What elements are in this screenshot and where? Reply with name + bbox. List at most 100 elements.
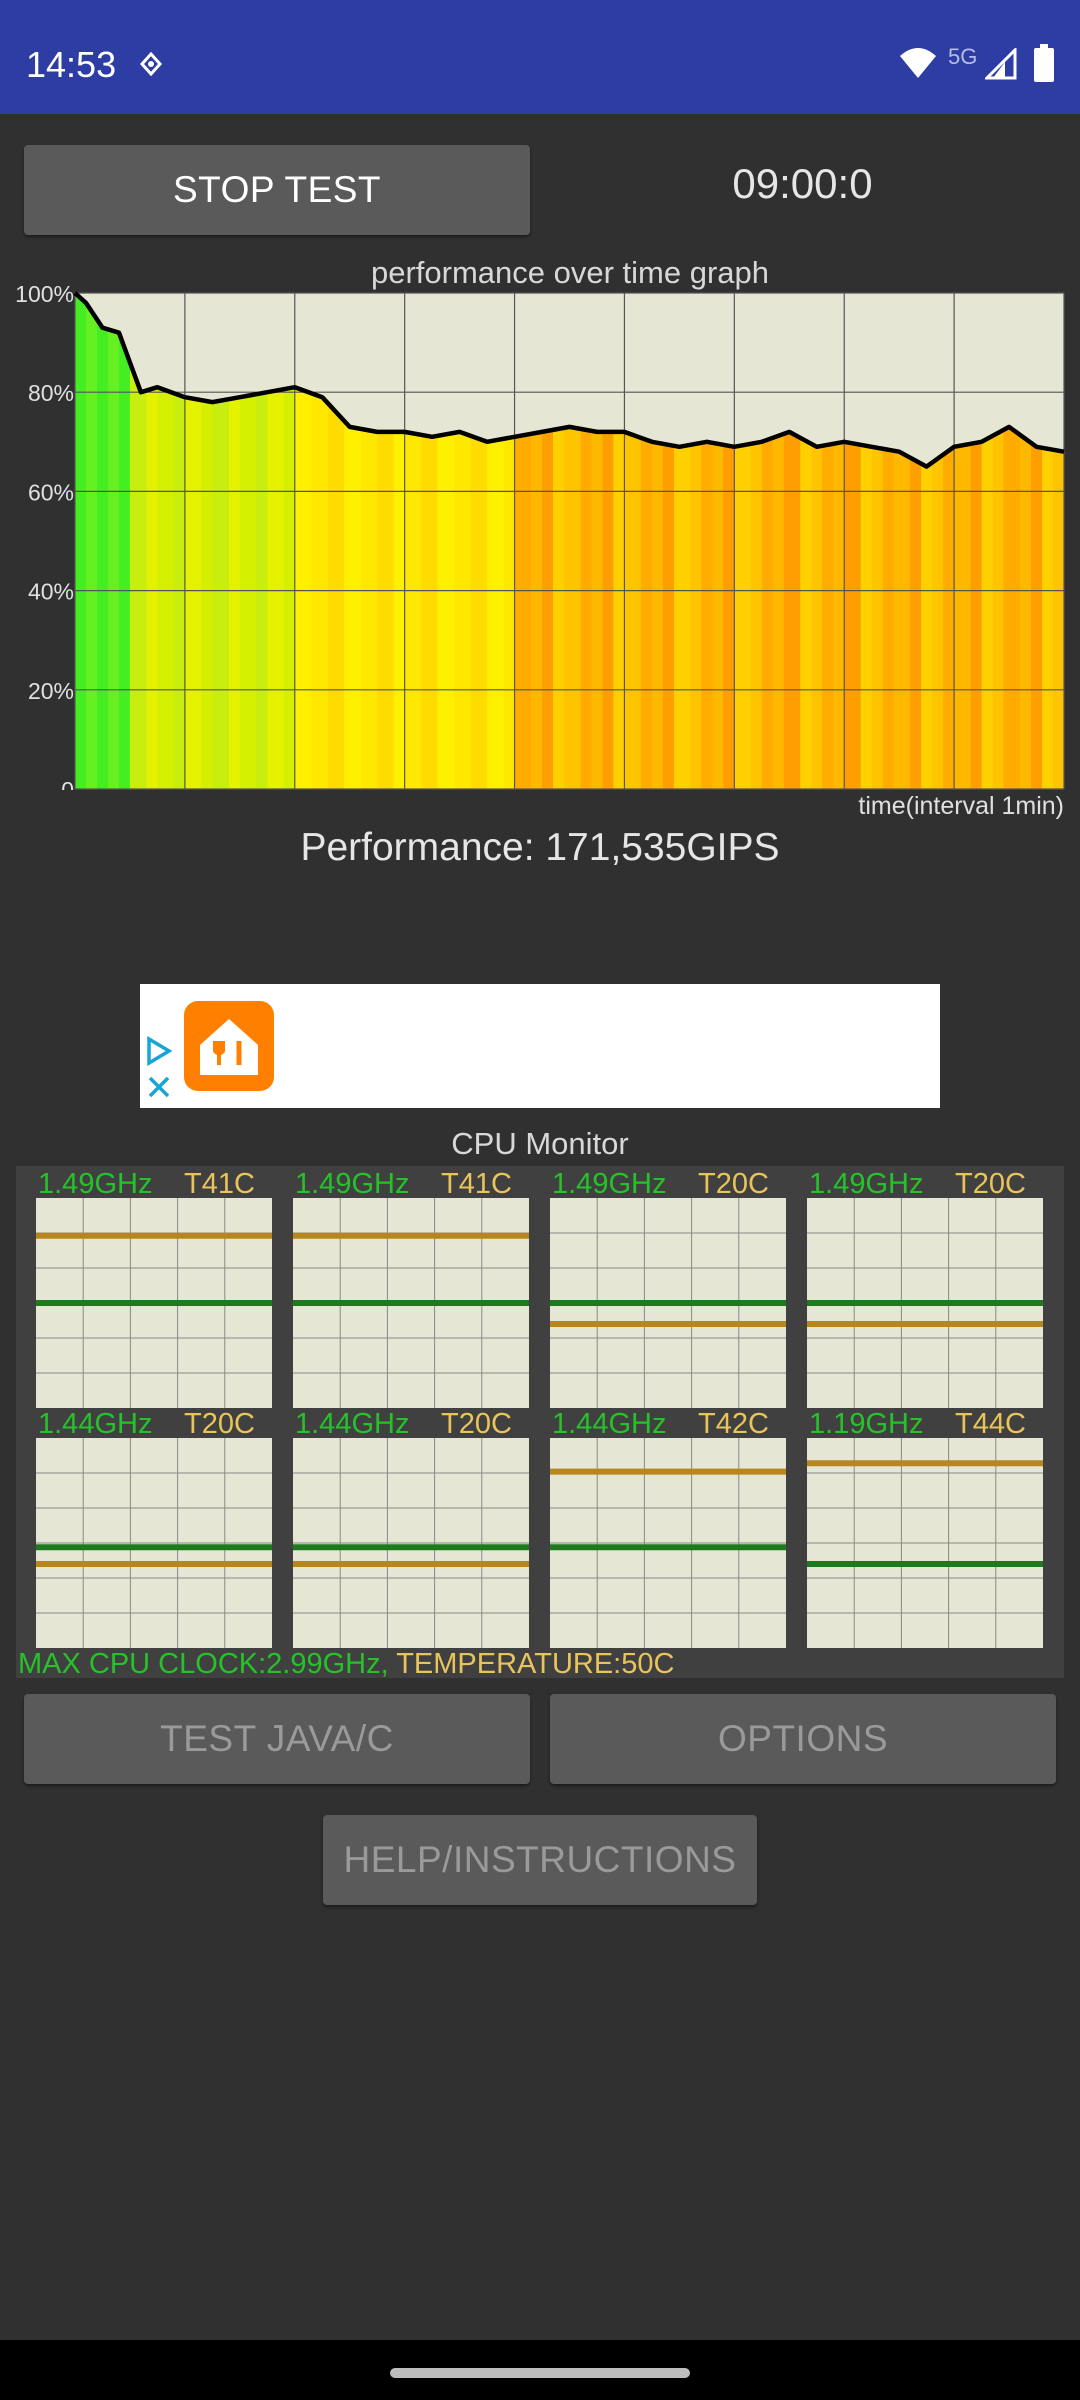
perf-area-stripe bbox=[800, 293, 807, 789]
perf-area-stripe bbox=[970, 293, 978, 789]
perf-area-stripe bbox=[476, 293, 483, 789]
adchoices-icon[interactable] bbox=[146, 1036, 172, 1066]
perf-area-stripe bbox=[388, 293, 395, 789]
perf-area-stripe bbox=[487, 293, 494, 789]
perf-area-stripe bbox=[569, 293, 576, 789]
perf-area-stripe bbox=[454, 293, 461, 789]
cpu-core-temperature: T20C bbox=[698, 1168, 769, 1200]
takeaway-logo-icon[interactable] bbox=[184, 1001, 274, 1091]
perf-area-stripe bbox=[805, 293, 813, 789]
perf-area-stripe bbox=[421, 293, 428, 789]
perf-area-stripe bbox=[338, 293, 346, 789]
perf-area-stripe bbox=[151, 293, 159, 789]
perf-area-stripe bbox=[289, 293, 296, 789]
perf-area-stripe bbox=[1025, 293, 1033, 789]
perf-area-stripe bbox=[899, 293, 906, 789]
test-java-c-button[interactable]: TEST JAVA/C bbox=[24, 1694, 530, 1784]
perf-area-stripe bbox=[1014, 293, 1022, 789]
perf-area-stripe bbox=[179, 293, 186, 789]
perf-area-stripe bbox=[410, 293, 417, 789]
cpu-core-graph bbox=[807, 1198, 1043, 1408]
perf-area-stripe bbox=[173, 293, 181, 789]
perf-area-stripe bbox=[926, 293, 934, 789]
perf-area-stripe bbox=[542, 293, 549, 789]
time-axis-label: time(interval 1min) bbox=[858, 792, 1064, 820]
graph-ytick-label: 40% bbox=[28, 579, 74, 605]
perf-area-stripe bbox=[531, 293, 538, 789]
perf-area-stripe bbox=[723, 293, 730, 789]
cpu-core-graph bbox=[293, 1438, 529, 1648]
perf-area-stripe bbox=[761, 293, 769, 789]
ad-banner[interactable] bbox=[140, 984, 940, 1108]
cpu-monitor-title: CPU Monitor bbox=[451, 1126, 629, 1161]
perf-area-stripe bbox=[998, 293, 1005, 789]
graph-ytick-label: 20% bbox=[28, 678, 74, 704]
perf-area-stripe bbox=[624, 293, 631, 789]
home-gesture-bar[interactable] bbox=[390, 2368, 690, 2378]
battery-icon bbox=[1034, 44, 1054, 82]
perf-area-stripe bbox=[349, 293, 357, 789]
cpu-core-temperature: T41C bbox=[441, 1168, 512, 1200]
cpu-core-graph bbox=[293, 1198, 529, 1408]
perf-area-stripe bbox=[201, 293, 208, 789]
location-pin-icon bbox=[140, 52, 162, 77]
cpu-core-frequency: 1.44GHz bbox=[38, 1408, 153, 1440]
graph-ytick-label: 0 bbox=[61, 777, 74, 790]
perf-area-stripe bbox=[366, 293, 373, 789]
perf-area-stripe bbox=[948, 293, 956, 789]
perf-area-stripe bbox=[981, 293, 989, 789]
perf-area-stripe bbox=[607, 293, 615, 789]
perf-area-stripe bbox=[135, 293, 142, 789]
perf-area-stripe bbox=[954, 293, 961, 789]
perf-area-stripe bbox=[888, 293, 895, 789]
stop-test-button[interactable]: STOP TEST bbox=[24, 145, 530, 235]
perf-area-stripe bbox=[195, 293, 203, 789]
perf-area-stripe bbox=[613, 293, 620, 789]
perf-area-stripe bbox=[893, 293, 901, 789]
perf-area-stripe bbox=[976, 293, 983, 789]
perf-area-stripe bbox=[283, 293, 291, 789]
options-label: OPTIONS bbox=[717, 1718, 889, 1759]
options-button[interactable]: OPTIONS bbox=[550, 1694, 1056, 1784]
perf-area-stripe bbox=[448, 293, 456, 789]
perf-area-stripe bbox=[393, 293, 401, 789]
perf-area-stripe bbox=[602, 293, 609, 789]
perf-area-stripe bbox=[915, 293, 923, 789]
perf-area-stripe bbox=[355, 293, 362, 789]
performance-value: Performance: 171,535GIPS bbox=[300, 826, 780, 869]
perf-area-stripe bbox=[756, 293, 763, 789]
perf-area-stripe bbox=[585, 293, 593, 789]
help-instructions-button[interactable]: HELP/INSTRUCTIONS bbox=[323, 1815, 757, 1905]
perf-area-stripe bbox=[657, 293, 664, 789]
perf-area-stripe bbox=[146, 293, 153, 789]
perf-area-stripe bbox=[75, 293, 82, 789]
perf-area-stripe bbox=[778, 293, 785, 789]
perf-area-stripe bbox=[646, 293, 653, 789]
perf-area-stripe bbox=[574, 293, 582, 789]
perf-area-stripe bbox=[684, 293, 692, 789]
perf-area-stripe bbox=[860, 293, 868, 789]
perf-area-stripe bbox=[404, 293, 412, 789]
perf-area-stripe bbox=[690, 293, 697, 789]
perf-area-stripe bbox=[1009, 293, 1016, 789]
max-cpu-clock: MAX CPU CLOCK:2.99GHz, bbox=[18, 1648, 389, 1680]
graph-ytick-label: 80% bbox=[28, 380, 74, 406]
perf-area-stripe bbox=[525, 293, 533, 789]
perf-area-stripe bbox=[943, 293, 950, 789]
graph-ytick-label: 60% bbox=[28, 479, 74, 505]
perf-area-stripe bbox=[827, 293, 835, 789]
perf-area-stripe bbox=[344, 293, 351, 789]
perf-area-stripe bbox=[206, 293, 214, 789]
perf-area-stripe bbox=[492, 293, 500, 789]
graph-title: performance over time graph bbox=[370, 255, 770, 290]
cpu-core-frequency: 1.44GHz bbox=[552, 1408, 667, 1440]
perf-area-stripe bbox=[228, 293, 236, 789]
perf-area-stripe bbox=[739, 293, 747, 789]
perf-area-stripe bbox=[426, 293, 434, 789]
perf-area-stripe bbox=[833, 293, 840, 789]
cpu-core-temperature: T20C bbox=[955, 1168, 1026, 1200]
perf-area-stripe bbox=[789, 293, 796, 789]
close-icon[interactable] bbox=[146, 1074, 172, 1100]
cpu-core-graph bbox=[36, 1438, 272, 1648]
perf-area-stripe bbox=[596, 293, 604, 789]
